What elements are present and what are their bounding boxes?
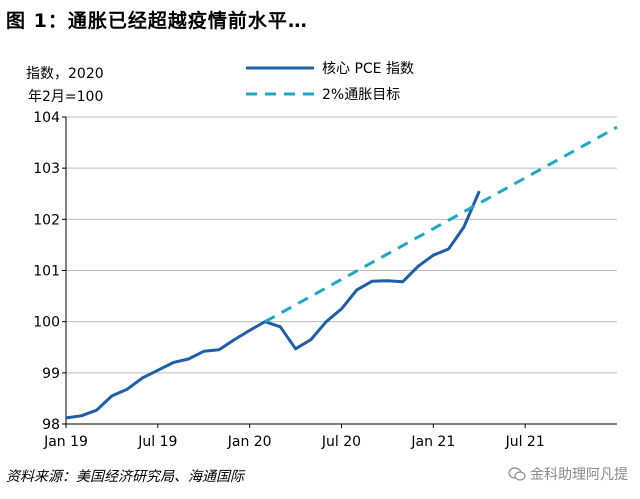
line-chart: 98 99 100 101 102 103 104 Jan 19 Jul 19 Jan 20 Ju… (26, 61, 618, 450)
y-tick-labels: 98 99 100 101 102 103 104 (33, 110, 60, 433)
source-note: 资料来源：美国经济研究局、海通国际 (6, 469, 244, 485)
x-tick-labels: Jan 19 Jul 19 Jan 20 Jul 20 Jan 21 Jul 21 (43, 434, 545, 450)
gridlines (66, 116, 617, 374)
x-tick-label: Jul 20 (321, 434, 361, 450)
pce-line (65, 190, 481, 420)
legend-label: 2%通胀目标 (322, 87, 400, 103)
wechat-icon (508, 467, 526, 481)
chart-title: 图 1：通胀已经超越疫情前水平… (6, 10, 308, 32)
y-axis-label-line2: 年2月=100 (28, 89, 103, 105)
watermark-text: 金科助理阿凡提 (530, 467, 628, 483)
y-axis-label-line1: 指数，2020 (26, 66, 104, 82)
x-tick-label: Jul 21 (505, 434, 545, 450)
x-tick-label: Jan 19 (43, 434, 88, 450)
x-tick-label: Jul 19 (137, 434, 177, 450)
legend: 核心 PCE 指数 2%通胀目标 (246, 61, 414, 103)
series-lines (65, 125, 618, 420)
legend-label: 核心 PCE 指数 (322, 61, 414, 77)
y-tick-label: 104 (33, 110, 60, 126)
axes (62, 116, 617, 428)
target-line (264, 125, 618, 324)
y-tick-label: 98 (42, 417, 60, 433)
y-tick-label: 101 (33, 264, 60, 280)
x-tick-label: Jan 21 (410, 434, 455, 450)
y-tick-label: 99 (42, 366, 60, 382)
y-tick-label: 100 (33, 315, 60, 331)
watermark: 金科助理阿凡提 (508, 464, 628, 484)
x-tick-label: Jan 20 (227, 434, 272, 450)
y-tick-label: 103 (33, 161, 60, 177)
y-tick-label: 102 (33, 212, 60, 228)
